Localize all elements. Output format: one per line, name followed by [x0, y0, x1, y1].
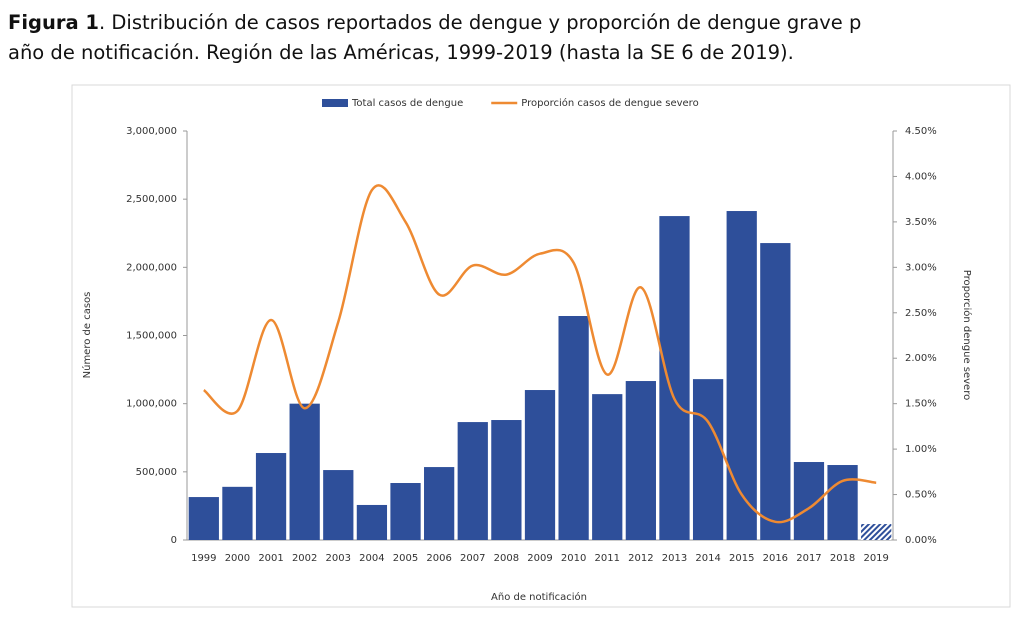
x-tick-label: 2016: [763, 553, 788, 564]
line: [202, 184, 877, 524]
x-tick-label: 2019: [863, 553, 888, 564]
chart-frame: [71, 84, 1011, 608]
x-tick-label: 2003: [326, 553, 351, 564]
legend-swatch: [322, 99, 348, 107]
y-tick-label: 2,500,000: [126, 194, 177, 205]
bar: [457, 422, 488, 540]
bar: [188, 497, 219, 540]
bar: [491, 420, 522, 540]
y-axis-title: Número de casos: [81, 292, 93, 379]
bar: [592, 394, 623, 540]
x-axis-title: Año de notificación: [491, 591, 587, 603]
bar: [659, 216, 690, 540]
y2-tick-label: 4.50%: [905, 126, 937, 137]
y2-axis-title: Proporción dengue severo: [961, 270, 973, 400]
y-tick-label: 500,000: [136, 467, 177, 478]
x-tick-label: 2012: [628, 553, 653, 564]
y2-tick-label: 3.00%: [905, 262, 937, 273]
y2-tick-label: 1.00%: [905, 444, 937, 455]
y-tick-label: 1,000,000: [126, 399, 177, 410]
caption-label: Figura 1: [8, 11, 99, 34]
x-tick-label: 2006: [426, 553, 451, 564]
bar: [726, 211, 757, 541]
bar: [289, 403, 320, 540]
x-tick-label: 2015: [729, 553, 754, 564]
bar: [827, 465, 858, 540]
bar: [625, 381, 656, 540]
x-tick-label: 2004: [359, 553, 384, 564]
bar: [558, 316, 589, 540]
caption: Figura 1. Distribución de casos reportad…: [8, 8, 1024, 68]
x-tick-label: 2010: [561, 553, 586, 564]
bar: [323, 470, 354, 540]
bar: [861, 524, 892, 540]
x-tick-label: 2002: [292, 553, 317, 564]
caption-line: Figura 1. Distribución de casos reportad…: [8, 8, 1024, 38]
y2-tick-label: 2.50%: [905, 308, 937, 319]
y2-tick-label: 2.00%: [905, 353, 937, 364]
bar: [390, 483, 421, 540]
caption-line: año de notificación. Región de las Améri…: [8, 41, 794, 64]
y-tick-label: 1,500,000: [126, 331, 177, 342]
legend-label: Proporción casos de dengue severo: [521, 97, 698, 109]
y-tick-label: 0: [171, 535, 177, 546]
y2-tick-label: 4.00%: [905, 171, 937, 182]
x-tick-label: 2017: [796, 553, 821, 564]
x-tick-label: 1999: [191, 553, 216, 564]
bar: [222, 486, 253, 540]
x-tick-label: 2018: [830, 553, 855, 564]
y2-tick-label: 1.50%: [905, 399, 937, 410]
y-tick-label: 2,000,000: [126, 262, 177, 273]
y-tick-label: 3,000,000: [126, 126, 177, 137]
y2-tick-label: 0.50%: [905, 490, 937, 501]
x-tick-label: 2000: [225, 553, 250, 564]
x-tick-label: 2013: [662, 553, 687, 564]
x-tick-label: 2014: [695, 553, 720, 564]
bar: [356, 504, 388, 540]
x-tick-label: 2007: [460, 553, 485, 564]
bar: [692, 379, 724, 540]
bar: [524, 390, 556, 540]
legend-label: Total casos de dengue: [351, 98, 463, 109]
x-tick-label: 2011: [595, 553, 620, 564]
caption-text: . Distribución de casos reportados de de…: [98, 11, 862, 34]
bar: [255, 453, 287, 540]
x-tick-label: 2008: [494, 553, 519, 564]
x-tick-label: 2005: [393, 553, 418, 564]
bar: [760, 243, 791, 541]
x-tick-label: 2001: [258, 553, 283, 564]
y2-tick-label: 0.00%: [905, 535, 937, 546]
bar: [424, 467, 455, 540]
y2-tick-label: 3.50%: [905, 217, 937, 228]
x-tick-label: 2009: [527, 553, 552, 564]
